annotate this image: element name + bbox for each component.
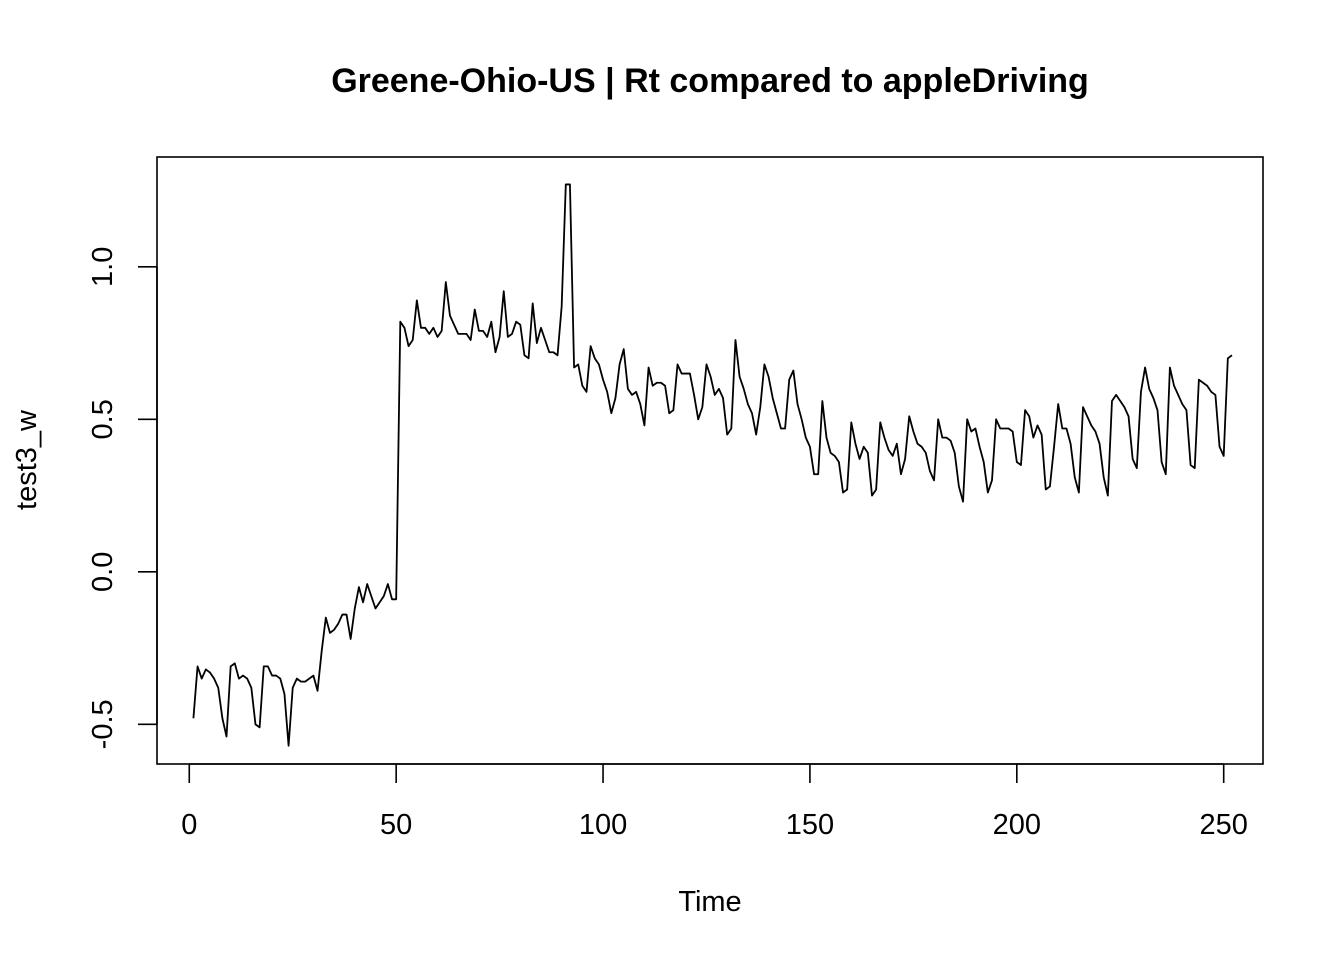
y-axis: -0.5 0.0 0.5 1.0: [87, 247, 158, 749]
x-tick-label: 0: [181, 809, 197, 841]
x-axis: 0 50 100 150 200 250: [181, 763, 1248, 841]
x-tick-label: 50: [380, 809, 412, 841]
y-tick-label: 0.0: [87, 552, 119, 592]
x-tick-label: 250: [1199, 809, 1247, 841]
x-tick-label: 100: [579, 809, 627, 841]
series-layer: [192, 183, 1233, 747]
y-axis-label: test3_w: [11, 409, 43, 510]
plot-frame: [156, 156, 1264, 765]
series-line: [192, 183, 1233, 747]
y-tick-label: 1.0: [87, 247, 119, 287]
chart-title: Greene-Ohio-US | Rt compared to appleDri…: [331, 62, 1089, 100]
y-tick-label: -0.5: [87, 699, 119, 749]
x-tick-label: 200: [993, 809, 1041, 841]
x-tick-label: 150: [786, 809, 834, 841]
x-axis-label: Time: [678, 886, 741, 918]
y-tick-label: 0.5: [87, 399, 119, 439]
